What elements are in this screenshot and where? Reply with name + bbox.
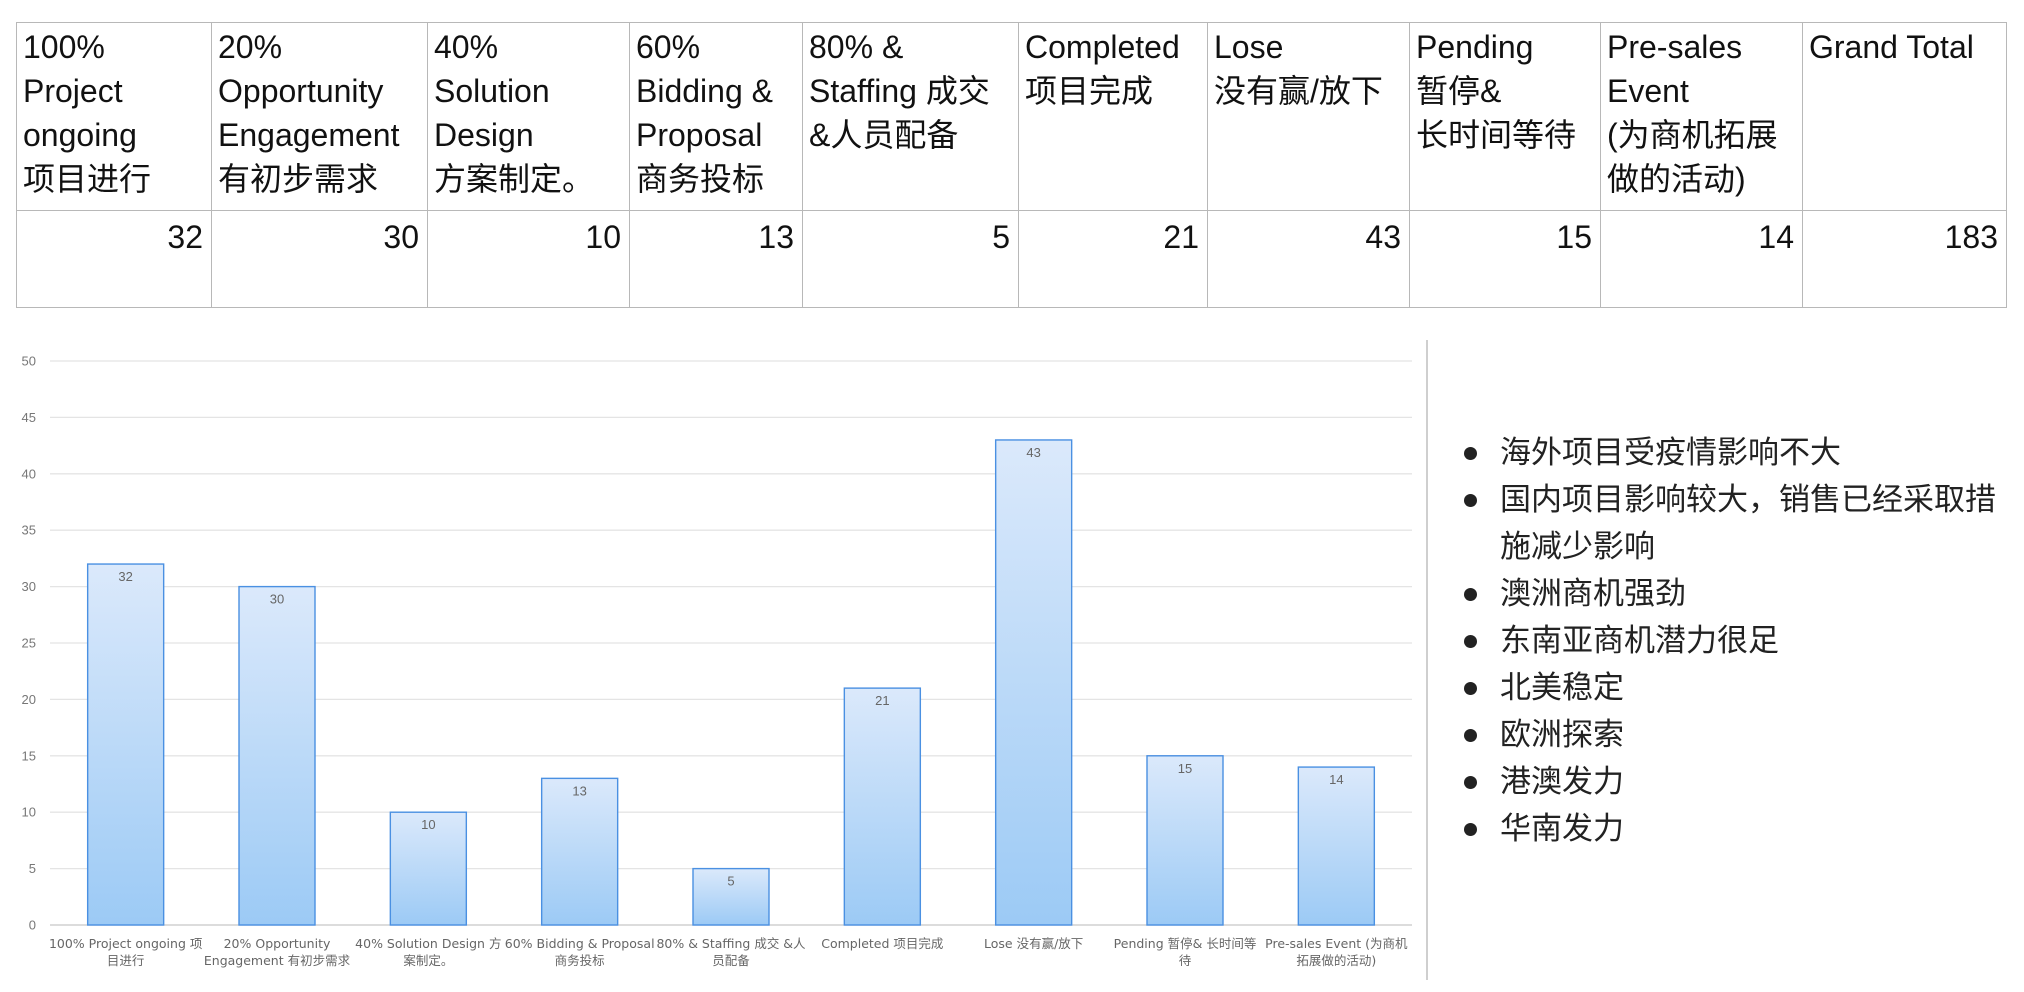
value-row: 32 30 10 13 5 21 43 15 14 183 xyxy=(16,210,2007,308)
value-cell-pending: 15 xyxy=(1409,210,1601,308)
value-cell-project-ongoing: 32 xyxy=(16,210,212,308)
value-cell-completed: 21 xyxy=(1018,210,1208,308)
bullet-icon xyxy=(1464,447,1477,460)
notes-panel: 海外项目受疫情影响不大国内项目影响较大，销售已经采取措施减少影响澳洲商机强劲东南… xyxy=(1458,430,2018,853)
y-tick-label: 25 xyxy=(22,636,36,651)
bar-chart: 0 5 10 15 20 25 30 35 40 45 50 32 100% Project ongoi… xyxy=(0,320,1430,990)
data-label: 21 xyxy=(875,693,889,708)
x-tick-label: Pending 暂停& 长时间等 xyxy=(1114,936,1257,951)
x-tick-label: 员配备 xyxy=(712,953,750,968)
bar xyxy=(994,439,1073,926)
bar xyxy=(692,867,770,926)
y-tick-label: 20 xyxy=(22,692,36,707)
x-tick-label: Completed 项目完成 xyxy=(821,936,943,951)
bar-chart-svg: 0 5 10 15 20 25 30 35 40 45 50 32 100% Project ongoi… xyxy=(22,354,1412,969)
x-tick-label: 拓展做的活动) xyxy=(1296,953,1376,968)
note-text: 国内项目影响较大，销售已经采取措施减少影响 xyxy=(1500,482,1996,565)
y-tick-label: 40 xyxy=(22,466,36,481)
x-tick-label: 40% Solution Design 方 xyxy=(355,936,501,951)
header-cell-bidding-proposal: 60% Bidding & Proposal 商务投标 xyxy=(629,22,803,211)
note-item: 澳洲商机强劲 xyxy=(1458,571,2018,618)
x-tick-label: 商务投标 xyxy=(555,953,605,968)
bar xyxy=(1297,766,1376,926)
note-item: 港澳发力 xyxy=(1458,759,2018,806)
data-label: 15 xyxy=(1178,761,1192,776)
x-tick-label: 100% Project ongoing 项 xyxy=(49,936,202,951)
bullet-icon xyxy=(1464,494,1477,507)
bullet-icon xyxy=(1464,823,1477,836)
x-tick-label: Engagement 有初步需求 xyxy=(204,953,351,968)
x-tick-label: 20% Opportunity xyxy=(224,936,331,951)
bullet-icon xyxy=(1464,776,1477,789)
note-item: 东南亚商机潜力很足 xyxy=(1458,618,2018,665)
bar xyxy=(540,777,619,926)
note-text: 华南发力 xyxy=(1500,811,1624,847)
bar-layer xyxy=(86,439,1376,926)
note-item: 华南发力 xyxy=(1458,806,2018,853)
y-tick-label: 0 xyxy=(29,918,36,933)
value-cell-presales-event: 14 xyxy=(1600,210,1803,308)
y-tick-label: 30 xyxy=(22,579,36,594)
data-label: 5 xyxy=(727,874,734,889)
data-label: 10 xyxy=(421,817,435,832)
value-cell-opportunity-engagement: 30 xyxy=(211,210,428,308)
x-tick-label: Lose 没有赢/放下 xyxy=(984,936,1083,951)
note-text: 海外项目受疫情影响不大 xyxy=(1500,435,1841,471)
value-cell-grand-total: 183 xyxy=(1802,210,2007,308)
bar xyxy=(1146,755,1224,926)
value-cell-bidding-proposal: 13 xyxy=(629,210,803,308)
bar xyxy=(389,811,468,926)
note-text: 港澳发力 xyxy=(1500,764,1624,800)
header-cell-presales-event: Pre-sales Event (为商机拓展 做的活动) xyxy=(1600,22,1803,211)
summary-table: 100% Project ongoing 项目进行 20% Opportunit… xyxy=(16,22,2007,308)
bullet-icon xyxy=(1464,588,1477,601)
data-label: 13 xyxy=(572,783,586,798)
header-cell-project-ongoing: 100% Project ongoing 项目进行 xyxy=(16,22,212,211)
data-label: 30 xyxy=(270,592,284,607)
y-tick-label: 15 xyxy=(22,748,36,763)
note-text: 北美稳定 xyxy=(1500,670,1624,706)
vertical-divider xyxy=(1426,340,1428,980)
note-text: 欧洲探索 xyxy=(1500,717,1624,753)
bar xyxy=(238,585,316,926)
y-tick-label: 5 xyxy=(29,861,36,876)
header-cell-completed: Completed 项目完成 xyxy=(1018,22,1208,211)
header-cell-pending: Pending 暂停& 长时间等待 xyxy=(1409,22,1601,211)
y-tick-label: 10 xyxy=(22,805,36,820)
bar xyxy=(843,687,922,926)
value-cell-lose: 43 xyxy=(1207,210,1410,308)
header-cell-solution-design: 40% Solution Design 方案制定。 xyxy=(427,22,630,211)
header-cell-grand-total: Grand Total xyxy=(1802,22,2007,211)
y-tick-label: 35 xyxy=(22,523,36,538)
note-item: 国内项目影响较大，销售已经采取措施减少影响 xyxy=(1458,477,2018,571)
x-tick-label: 待 xyxy=(1179,953,1192,968)
data-label: 32 xyxy=(118,569,132,584)
y-tick-label: 50 xyxy=(22,354,36,369)
note-text: 澳洲商机强劲 xyxy=(1500,576,1686,612)
x-tick-label: 案制定。 xyxy=(403,953,453,968)
note-text: 东南亚商机潜力很足 xyxy=(1500,623,1779,659)
data-label: 14 xyxy=(1329,772,1343,787)
x-tick-label: 80% & Staffing 成交 &人 xyxy=(656,936,806,951)
value-cell-staffing: 5 xyxy=(802,210,1019,308)
data-label: 43 xyxy=(1026,445,1040,460)
label-layer: 0 5 10 15 20 25 30 35 40 45 50 32 100% Project ongoi… xyxy=(22,354,1408,969)
note-item: 北美稳定 xyxy=(1458,665,2018,712)
bullet-icon xyxy=(1464,729,1477,742)
value-cell-solution-design: 10 xyxy=(427,210,630,308)
header-cell-staffing: 80% & Staffing 成交 &人员配备 xyxy=(802,22,1019,211)
header-cell-opportunity-engagement: 20% Opportunity Engagement 有初步需求 xyxy=(211,22,428,211)
x-tick-label: Pre-sales Event (为商机 xyxy=(1265,936,1408,951)
x-tick-label: 60% Bidding & Proposal xyxy=(505,936,655,951)
bullet-icon xyxy=(1464,682,1477,695)
notes-list: 海外项目受疫情影响不大国内项目影响较大，销售已经采取措施减少影响澳洲商机强劲东南… xyxy=(1458,430,2018,853)
header-cell-lose: Lose 没有赢/放下 xyxy=(1207,22,1410,211)
bar xyxy=(86,563,165,926)
y-tick-label: 45 xyxy=(22,410,36,425)
x-tick-label: 目进行 xyxy=(107,953,145,968)
note-item: 海外项目受疫情影响不大 xyxy=(1458,430,2018,477)
note-item: 欧洲探索 xyxy=(1458,712,2018,759)
bullet-icon xyxy=(1464,635,1477,648)
header-row: 100% Project ongoing 项目进行 20% Opportunit… xyxy=(16,22,2007,211)
